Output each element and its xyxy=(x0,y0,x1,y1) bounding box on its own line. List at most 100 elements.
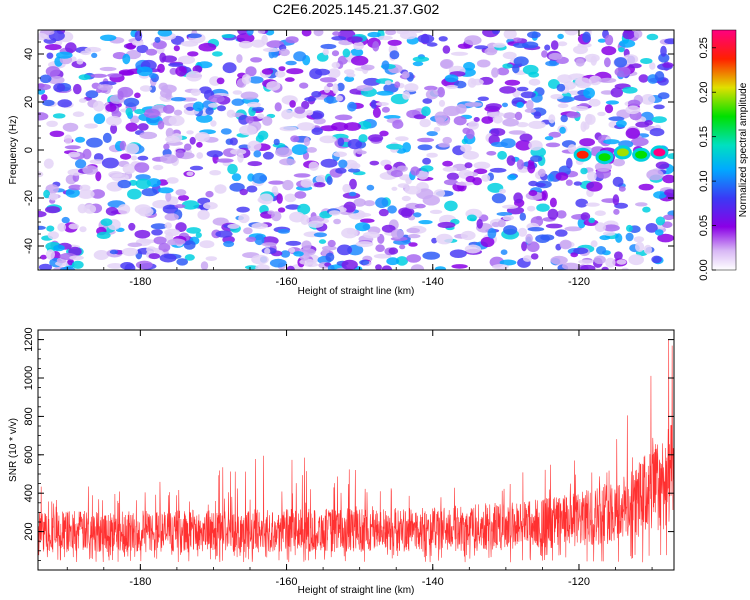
heatmap-cell xyxy=(181,200,200,210)
heatmap-cell xyxy=(289,100,296,108)
heatmap-cell xyxy=(127,242,143,248)
heatmap-cell xyxy=(332,83,339,94)
heatmap-cell xyxy=(375,102,389,106)
heatmap-cell xyxy=(53,83,66,93)
heatmap-cell xyxy=(614,251,623,260)
heatmap-cell xyxy=(128,222,136,231)
heatmap-cell xyxy=(616,259,627,265)
heatmap-cell xyxy=(186,106,194,111)
heatmap-cell xyxy=(82,165,98,175)
heatmap-cell xyxy=(593,255,606,265)
heatmap-cell xyxy=(353,41,364,50)
heatmap-cell xyxy=(545,60,559,67)
heatmap-cell xyxy=(446,172,460,181)
heatmap-cell xyxy=(390,170,403,178)
heatmap-cell xyxy=(422,157,431,165)
heatmap-cell xyxy=(251,222,268,229)
heatmap-cell xyxy=(574,77,592,89)
heatmap-cell xyxy=(173,109,183,116)
heatmap-cell xyxy=(216,77,225,85)
heatmap-cell xyxy=(502,118,519,127)
heatmap-cell xyxy=(412,56,430,62)
heatmap-cell xyxy=(288,247,296,253)
heatmap-cell xyxy=(331,36,347,41)
heatmap-cell xyxy=(386,257,400,266)
heatmap-cell xyxy=(641,94,656,105)
heatmap-cell xyxy=(455,103,467,114)
heatmap-cell xyxy=(336,82,345,92)
heatmap-cell xyxy=(279,158,296,166)
heatmap-cell xyxy=(590,240,598,248)
heatmap-cell xyxy=(327,264,335,270)
heatmap-cell xyxy=(599,235,611,241)
heatmap-cell xyxy=(262,47,280,53)
heatmap-cell xyxy=(503,225,518,235)
heatmap-cell xyxy=(387,205,397,214)
heatmap-cell xyxy=(62,122,79,132)
heatmap-cell xyxy=(199,240,215,249)
heatmap-cell xyxy=(135,174,151,181)
heatmap-cell xyxy=(628,63,642,69)
heatmap-cell xyxy=(196,141,203,148)
heatmap-cell xyxy=(391,186,398,191)
heatmap-cell xyxy=(281,109,294,120)
heatmap-cell xyxy=(484,47,498,56)
x-tick-label: -160 xyxy=(276,576,298,588)
heatmap-cell xyxy=(638,74,649,83)
heatmap-cell xyxy=(157,120,165,130)
y-tick-label: 600 xyxy=(23,446,35,464)
heatmap-cell xyxy=(355,241,374,248)
heatmap-cell xyxy=(575,198,588,208)
heatmap-cell xyxy=(118,69,134,76)
heatmap-cell xyxy=(489,167,507,173)
heatmap-cell xyxy=(451,264,468,269)
heatmap-cell xyxy=(473,168,488,175)
heatmap-cell xyxy=(68,223,80,230)
heatmap-cell xyxy=(628,254,644,266)
heatmap-cell xyxy=(588,217,595,224)
heatmap-cell xyxy=(130,155,138,161)
heatmap-cell xyxy=(481,116,494,124)
heatmap-cell xyxy=(48,75,65,85)
heatmap-cell xyxy=(507,174,517,181)
heatmap-cell xyxy=(528,78,541,86)
heatmap-cell xyxy=(513,192,523,204)
heatmap-cell xyxy=(560,114,568,123)
heatmap-cell xyxy=(79,226,87,233)
heatmap-cell xyxy=(497,150,507,160)
heatmap-cell xyxy=(252,106,265,112)
heatmap-cell xyxy=(251,172,267,184)
y-tick-label: 800 xyxy=(23,407,35,425)
heatmap-cell xyxy=(434,111,448,123)
heatmap-cell xyxy=(516,159,525,170)
heatmap-cell xyxy=(290,135,300,143)
heatmap-cell xyxy=(485,103,502,110)
heatmap-cell xyxy=(431,237,438,244)
heatmap-cell xyxy=(46,52,54,59)
heatmap-cell xyxy=(261,68,274,75)
heatmap-cell xyxy=(69,255,84,261)
heatmap-cell xyxy=(503,30,517,40)
heatmap-cell xyxy=(84,46,102,53)
heatmap-cell xyxy=(214,184,227,194)
heatmap-cell xyxy=(612,158,625,167)
heatmap-cell xyxy=(341,227,358,239)
heatmap-cell xyxy=(566,111,581,119)
heatmap-cell xyxy=(119,140,127,151)
heatmap-cell xyxy=(370,99,377,109)
heatmap-cell xyxy=(342,48,351,58)
heatmap-cell xyxy=(409,30,424,34)
heatmap-cell xyxy=(262,116,273,126)
heatmap-cell xyxy=(610,87,623,98)
heatmap-cell xyxy=(65,42,77,53)
heatmap-cell xyxy=(444,200,458,212)
heatmap-cell xyxy=(294,191,307,199)
heatmap-cell xyxy=(332,31,341,36)
heatmap-cell xyxy=(583,122,590,130)
heatmap-cell xyxy=(376,90,394,96)
heatmap-cell xyxy=(442,166,457,172)
heatmap-cell xyxy=(293,251,304,257)
heatmap-cell xyxy=(124,143,140,155)
heatmap-cell xyxy=(159,253,177,263)
heatmap-cell xyxy=(134,162,150,173)
